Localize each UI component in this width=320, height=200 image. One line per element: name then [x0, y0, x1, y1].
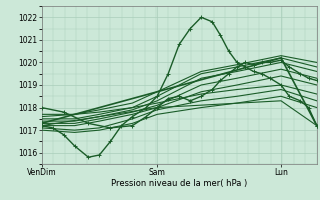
X-axis label: Pression niveau de la mer( hPa ): Pression niveau de la mer( hPa )	[111, 179, 247, 188]
